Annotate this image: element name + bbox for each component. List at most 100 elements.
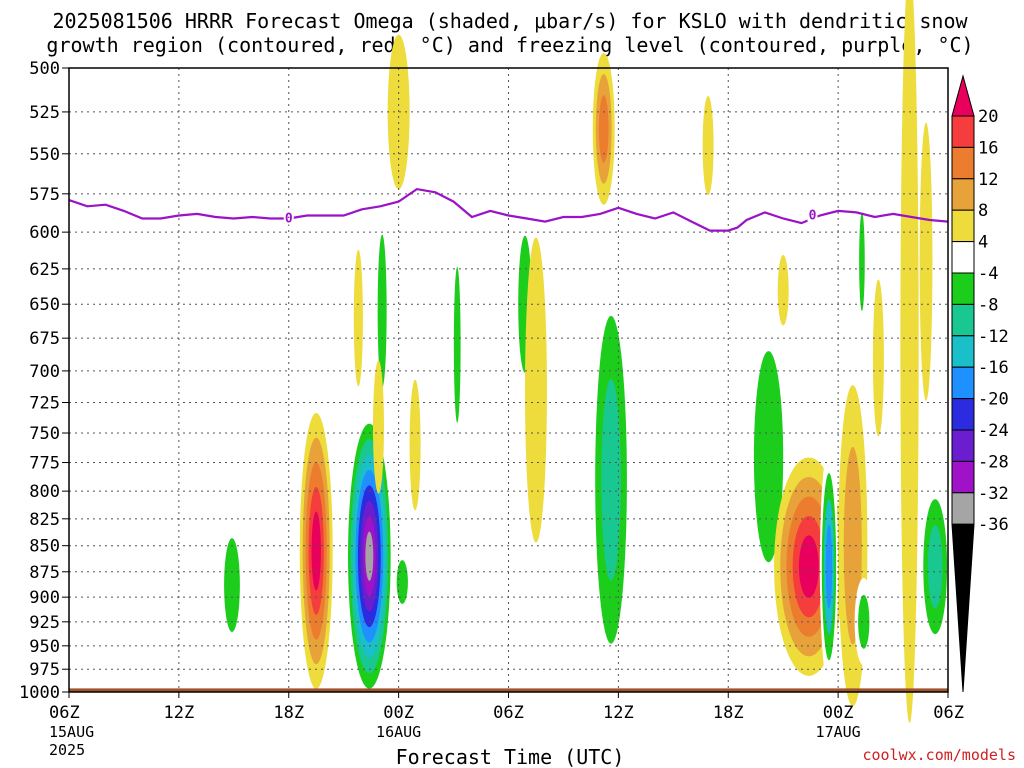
colorbar-label-4: 4 xyxy=(978,233,988,253)
x-tick-label-7: 00Z xyxy=(823,703,854,723)
colorbar-label-10: -24 xyxy=(978,421,1009,441)
grid-lines xyxy=(69,68,948,692)
x-tick-label-1: 12Z xyxy=(164,703,195,723)
freezing-level-label-0: 0 xyxy=(285,212,293,227)
colorbar-label-5: -4 xyxy=(978,264,998,284)
x-tick-date-0: 15AUG xyxy=(49,723,94,741)
colorbar-segment-11 xyxy=(951,429,975,462)
colorbar-label-11: -28 xyxy=(978,452,1009,472)
omega-region-21-0 xyxy=(900,0,919,723)
colorbar-label-7: -12 xyxy=(978,327,1009,347)
y-tick-label-1: 525 xyxy=(29,103,60,123)
freezing-label-bg-0 xyxy=(283,210,294,225)
omega-region-13-2 xyxy=(601,378,621,581)
colorbar: 20 16 12 8 4 -4 -8 -12 -16 -20 -24 -28 -32 -36 xyxy=(951,74,1009,693)
freezing-label-bg-1 xyxy=(807,207,818,222)
omega-region-22-2 xyxy=(927,525,943,609)
colorbar-segment-12 xyxy=(951,460,975,494)
x-tick-date-7: 17AUG xyxy=(816,723,861,741)
y-tick-label-4: 600 xyxy=(29,223,60,243)
colorbar-segment-4 xyxy=(951,209,975,243)
x-tick-label-8: 06Z xyxy=(933,703,964,723)
x-axis-label: Forecast Time (UTC) xyxy=(396,745,625,768)
y-tick-label-5: 625 xyxy=(29,260,60,280)
y-tick-label-6: 650 xyxy=(29,295,60,315)
terrain-band xyxy=(69,688,948,692)
colorbar-segment-8 xyxy=(951,335,975,368)
x-tick-label-3: 00Z xyxy=(383,703,414,723)
colorbar-label-1: 16 xyxy=(978,138,998,158)
omega-region-24-0 xyxy=(702,95,714,196)
colorbar-label-6: -8 xyxy=(978,295,998,315)
omega-region-15-4 xyxy=(798,535,819,598)
credit-text: coolwx.com/models xyxy=(862,746,1016,764)
y-tick-label-13: 825 xyxy=(29,510,60,530)
omega-region-5-0 xyxy=(353,249,363,387)
y-tick-label-17: 925 xyxy=(29,613,60,633)
colorbar-label-8: -16 xyxy=(978,358,1009,378)
x-tick-label-2: 18Z xyxy=(273,703,304,723)
colorbar-label-12: -32 xyxy=(978,484,1009,504)
omega-shading xyxy=(219,0,952,723)
omega-region-11-0 xyxy=(524,237,547,543)
omega-region-2-8 xyxy=(365,531,374,581)
x-tick-year-0: 2025 xyxy=(49,741,85,759)
omega-region-0-1 xyxy=(224,538,240,632)
omega-region-7-0 xyxy=(409,379,421,511)
y-tick-label-10: 750 xyxy=(29,424,60,444)
y-tick-label-11: 775 xyxy=(29,454,60,474)
omega-region-16-3 xyxy=(825,524,833,609)
colorbar-segment-13 xyxy=(951,492,975,525)
omega-region-14-1 xyxy=(753,351,784,563)
colorbar-bottom-arrow xyxy=(951,523,975,693)
colorbar-segment-1 xyxy=(951,115,975,148)
colorbar-segment-5 xyxy=(951,241,975,274)
omega-region-3-1 xyxy=(396,560,408,604)
omega-region-20-0 xyxy=(872,279,884,437)
colorbar-segment-10 xyxy=(951,398,975,431)
omega-region-25-0 xyxy=(777,255,789,326)
y-tick-label-9: 725 xyxy=(29,393,60,413)
omega-region-1-4 xyxy=(311,511,321,591)
y-tick-label-15: 875 xyxy=(29,563,60,583)
terrain-fill xyxy=(69,688,948,692)
y-tick-label-8: 700 xyxy=(29,362,60,382)
colorbar-label-13: -36 xyxy=(978,515,1009,535)
freezing-level-line xyxy=(68,187,949,232)
y-tick-label-7: 675 xyxy=(29,329,60,349)
y-tick-label-2: 550 xyxy=(29,145,60,165)
y-tick-label-16: 900 xyxy=(29,588,60,608)
y-tick-label-12: 800 xyxy=(29,482,60,502)
colorbar-segment-6 xyxy=(951,272,975,305)
chart-title-line1: 2025081506 HRRR Forecast Omega (shaded, … xyxy=(52,9,968,33)
omega-region-18-1 xyxy=(859,212,865,311)
y-tick-label-19: 975 xyxy=(29,660,60,680)
colorbar-top-arrow xyxy=(951,74,975,117)
x-tick-label-4: 06Z xyxy=(493,703,524,723)
colorbar-label-3: 8 xyxy=(978,201,988,221)
colorbar-segment-3 xyxy=(951,178,975,211)
omega-region-23-0 xyxy=(919,122,933,401)
x-tick-label-5: 12Z xyxy=(603,703,634,723)
colorbar-segment-9 xyxy=(951,366,975,400)
colorbar-label-2: 12 xyxy=(978,170,998,190)
omega-region-6-0 xyxy=(372,360,384,494)
freezing-level-label-1: 0 xyxy=(809,208,817,223)
y-tick-label-0: 500 xyxy=(29,59,60,79)
colorbar-segment-7 xyxy=(951,303,975,337)
x-tick-label-6: 18Z xyxy=(713,703,744,723)
y-tick-label-18: 950 xyxy=(29,637,60,657)
colorbar-label-9: -20 xyxy=(978,390,1009,410)
colorbar-label-0: 20 xyxy=(978,107,998,127)
y-tick-label-14: 850 xyxy=(29,537,60,557)
omega-region-4-1 xyxy=(377,234,387,388)
x-tick-date-3: 16AUG xyxy=(376,723,421,741)
y-axis-ticks: 500 525 550 575 600 625 650 675 700 725 750 775 800 8… xyxy=(19,59,69,703)
omega-region-12-2 xyxy=(598,95,609,163)
colorbar-segment-2 xyxy=(951,146,975,180)
y-tick-label-3: 575 xyxy=(29,185,60,205)
y-tick-label-20: 1000 xyxy=(19,683,60,703)
